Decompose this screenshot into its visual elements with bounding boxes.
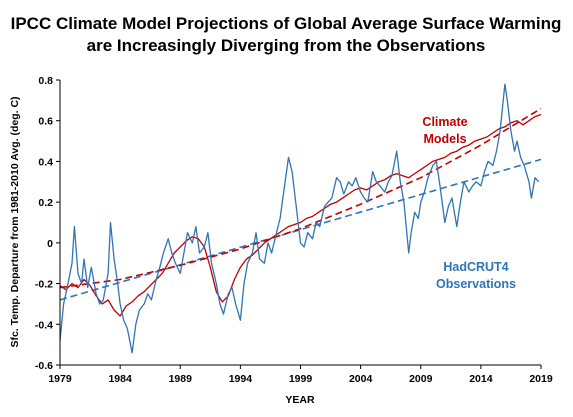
x-tick-label: 1999 [289, 373, 313, 385]
climate-models-label-line1: Climate [422, 115, 467, 129]
x-tick-label: 1979 [48, 373, 72, 385]
x-tick-label: 2009 [409, 373, 433, 385]
y-tick-label: 0.4 [38, 156, 53, 168]
y-tick-label: 0.2 [38, 197, 53, 209]
climate-models-label-line2: Models [423, 132, 466, 146]
hadcrut4-label-line1: HadCRUT4 [443, 260, 508, 274]
x-ticks: 1979 1984 1989 1994 1999 2004 2009 2014 2019 [48, 365, 553, 385]
x-axis-label: YEAR [285, 394, 315, 406]
series-line-hadcrut4-observations-trend [59, 158, 542, 301]
y-tick-label: 0.8 [38, 75, 53, 87]
hadcrut4-label-line2: Observations [436, 277, 516, 291]
y-ticks: -0.6 -0.4 -0.2 0 0.2 0.4 0.6 0.8 [35, 75, 60, 372]
y-tick-label: -0.4 [35, 319, 53, 331]
series-layer [59, 83, 542, 354]
x-tick-label: 1989 [169, 373, 193, 385]
chart-subtitle: are Increasingly Diverging from the Obse… [87, 36, 486, 55]
x-tick-label: 1984 [108, 373, 132, 385]
y-axis-label: Sfc. Temp. Departure from 1981-2010 Avg.… [9, 96, 21, 347]
y-tick-label: 0 [47, 238, 53, 250]
x-tick-label: 1994 [229, 373, 253, 385]
x-tick-label: 2014 [469, 373, 493, 385]
y-tick-label: 0.6 [38, 116, 53, 128]
y-tick-label: -0.6 [35, 360, 53, 372]
chart-title: IPCC Climate Model Projections of Global… [11, 14, 562, 33]
y-tick-label: -0.2 [35, 279, 53, 291]
series-line-climate-models [59, 113, 542, 317]
x-tick-label: 2019 [529, 373, 553, 385]
series-line-hadcrut4-observations [59, 83, 540, 354]
series-line-climate-models-trend [59, 107, 542, 289]
x-tick-label: 2004 [349, 373, 373, 385]
